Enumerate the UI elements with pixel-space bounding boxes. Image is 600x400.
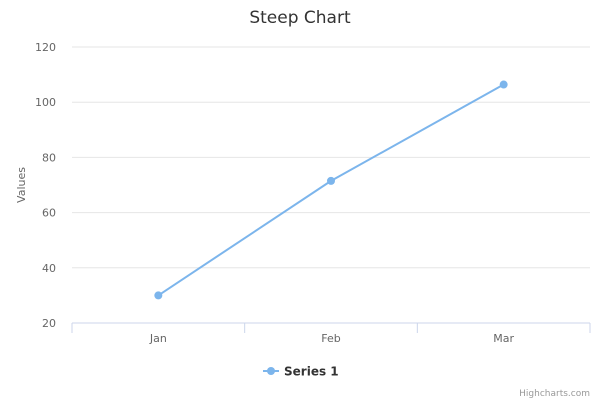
y-tick-label: 120: [35, 41, 56, 54]
data-point[interactable]: [327, 176, 335, 185]
legend-marker-symbol: [267, 367, 275, 375]
series-line: [157, 83, 505, 297]
x-tick-label: Feb: [321, 332, 340, 345]
y-tick-label: 100: [35, 96, 56, 109]
x-tick-label: Jan: [149, 332, 167, 345]
data-point[interactable]: [154, 291, 163, 300]
series-1[interactable]: [154, 80, 508, 300]
y-tick-label: 20: [42, 317, 56, 330]
chart-title: Steep Chart: [249, 8, 351, 28]
y-tick-label: 60: [42, 207, 56, 220]
gridlines: [72, 46, 590, 269]
y-axis-ticks: 20 40 60 80 100 120: [35, 41, 56, 330]
x-tick-label: Mar: [493, 332, 514, 345]
credits-link[interactable]: Highcharts.com: [519, 389, 590, 399]
y-tick-label: 40: [42, 262, 56, 275]
legend-label: Series 1: [284, 365, 339, 379]
data-point[interactable]: [499, 80, 508, 89]
legend-item-series-1[interactable]: Series 1: [263, 365, 339, 379]
y-tick-label: 80: [42, 151, 56, 164]
y-axis-title: Values: [15, 167, 28, 203]
x-axis: Jan Feb Mar: [71, 322, 591, 345]
